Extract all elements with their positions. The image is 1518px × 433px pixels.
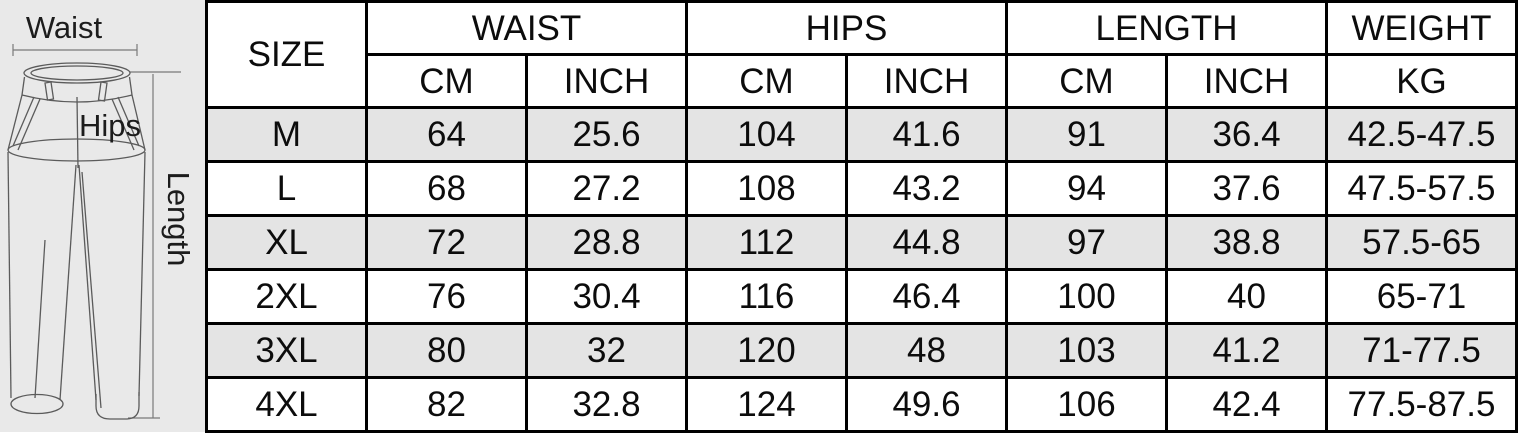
value-cell: 80 (365, 322, 528, 379)
value-cell: 42.4 (1165, 376, 1328, 433)
table-row-m: M 64 25.6 104 41.6 91 36.4 42.5-47.5 (205, 106, 1518, 163)
value-cell: 32.8 (525, 376, 688, 433)
value-cell: 47.5-57.5 (1325, 160, 1518, 217)
value-cell: 97 (1005, 214, 1168, 271)
value-cell: 72 (365, 214, 528, 271)
pants-line-drawing: Waist Hips Length (7, 10, 196, 420)
table-row-3xl: 3XL 80 32 120 48 103 41.2 71-77.5 (205, 322, 1518, 379)
length-label: Length (161, 172, 196, 267)
col-header-hips: HIPS (685, 0, 1008, 56)
size-cell: 2XL (205, 268, 368, 325)
value-cell: 46.4 (845, 268, 1008, 325)
unit-header-length-cm: CM (1005, 53, 1168, 109)
table-row-4xl: 4XL 82 32.8 124 49.6 106 42.4 77.5-87.5 (205, 376, 1518, 433)
unit-header-waist-cm: CM (365, 53, 528, 109)
header-row-groups: SIZE WAIST HIPS LENGTH WEIGHT (205, 0, 1518, 109)
value-cell: 71-77.5 (1325, 322, 1518, 379)
value-cell: 25.6 (525, 106, 688, 163)
value-cell: 124 (685, 376, 848, 433)
value-cell: 32 (525, 322, 688, 379)
table-row-2xl: 2XL 76 30.4 116 46.4 100 40 65-71 (205, 268, 1518, 325)
value-cell: 38.8 (1165, 214, 1328, 271)
value-cell: 100 (1005, 268, 1168, 325)
unit-header-length-inch: INCH (1165, 53, 1328, 109)
value-cell: 40 (1165, 268, 1328, 325)
hips-label: Hips (79, 108, 141, 143)
value-cell: 120 (685, 322, 848, 379)
unit-header-weight-kg: KG (1325, 53, 1518, 109)
size-cell: M (205, 106, 368, 163)
value-cell: 36.4 (1165, 106, 1328, 163)
value-cell: 106 (1005, 376, 1168, 433)
table-row-l: L 68 27.2 108 43.2 94 37.6 47.5-57.5 (205, 160, 1518, 217)
value-cell: 91 (1005, 106, 1168, 163)
value-cell: 112 (685, 214, 848, 271)
size-chart-table: SIZE WAIST HIPS LENGTH WEIGHT CM INCH CM… (205, 0, 1518, 433)
value-cell: 116 (685, 268, 848, 325)
table-row-xl: XL 72 28.8 112 44.8 97 38.8 57.5-65 (205, 214, 1518, 271)
header-row-units: CM INCH CM INCH CM INCH KG (207, 53, 1518, 109)
value-cell: 49.6 (845, 376, 1008, 433)
value-cell: 77.5-87.5 (1325, 376, 1518, 433)
value-cell: 44.8 (845, 214, 1008, 271)
value-cell: 108 (685, 160, 848, 217)
value-cell: 65-71 (1325, 268, 1518, 325)
value-cell: 30.4 (525, 268, 688, 325)
pants-outline (7, 62, 146, 420)
value-cell: 43.2 (845, 160, 1008, 217)
value-cell: 42.5-47.5 (1325, 106, 1518, 163)
value-cell: 103 (1005, 322, 1168, 379)
size-cell: 3XL (205, 322, 368, 379)
unit-header-hips-inch: INCH (845, 53, 1008, 109)
value-cell: 64 (365, 106, 528, 163)
value-cell: 104 (685, 106, 848, 163)
size-cell: 4XL (205, 376, 368, 433)
col-header-size: SIZE (205, 0, 368, 109)
value-cell: 37.6 (1165, 160, 1328, 217)
value-cell: 94 (1005, 160, 1168, 217)
value-cell: 57.5-65 (1325, 214, 1518, 271)
pants-measurement-diagram: Waist Hips Length (0, 0, 205, 432)
col-header-length: LENGTH (1005, 0, 1328, 56)
waist-label: Waist (26, 10, 103, 45)
size-cell: L (205, 160, 368, 217)
unit-header-hips-cm: CM (685, 53, 848, 109)
col-header-weight: WEIGHT (1325, 0, 1518, 56)
value-cell: 41.2 (1165, 322, 1328, 379)
unit-header-waist-inch: INCH (525, 53, 688, 109)
value-cell: 76 (365, 268, 528, 325)
value-cell: 28.8 (525, 214, 688, 271)
value-cell: 27.2 (525, 160, 688, 217)
value-cell: 41.6 (845, 106, 1008, 163)
value-cell: 48 (845, 322, 1008, 379)
value-cell: 82 (365, 376, 528, 433)
size-cell: XL (205, 214, 368, 271)
col-header-waist: WAIST (365, 0, 688, 56)
value-cell: 68 (365, 160, 528, 217)
